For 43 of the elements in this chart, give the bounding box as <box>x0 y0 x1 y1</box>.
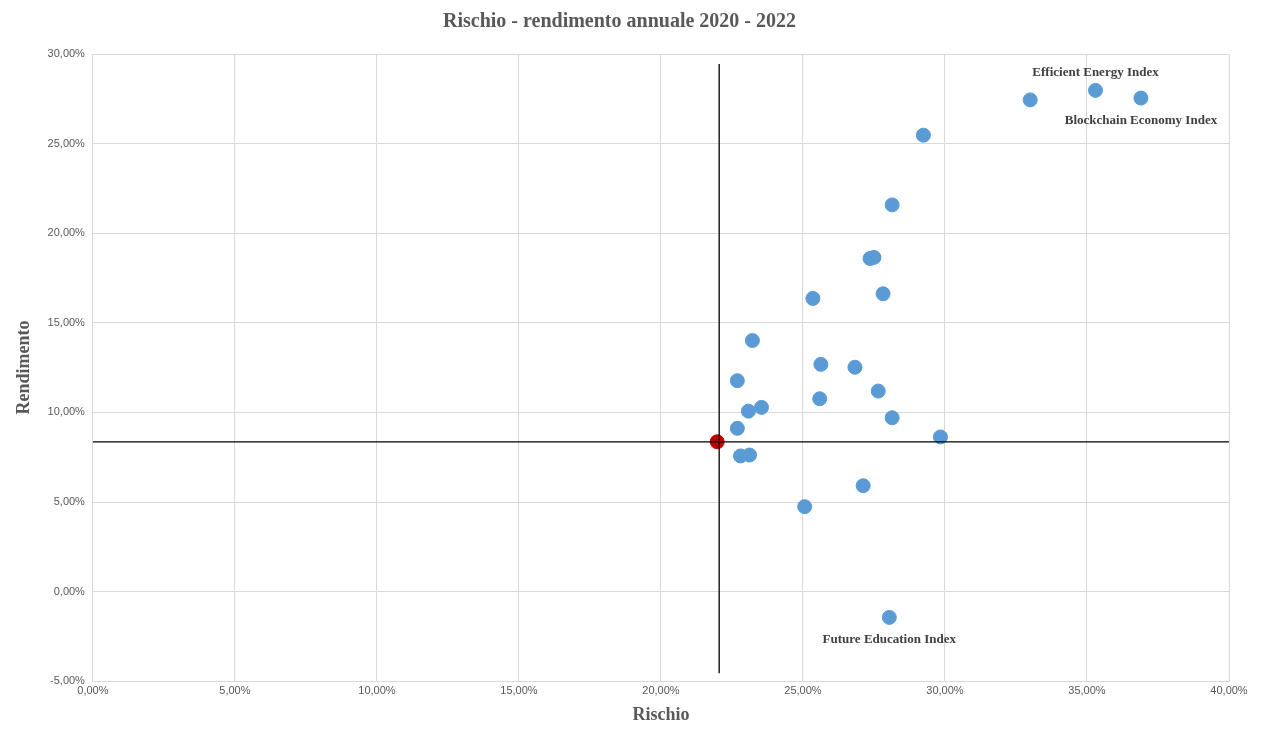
y-tick-label: 30,00% <box>47 47 86 60</box>
point <box>855 478 871 494</box>
x-tick-label: 15,00% <box>500 683 538 696</box>
y-tick-label: 25,00% <box>47 136 86 149</box>
y-tick-label: 10,00% <box>47 405 86 418</box>
annotation: Blockchain Economy Index <box>1064 112 1218 128</box>
point <box>932 429 948 445</box>
annotation: Efficient Energy Index <box>1032 64 1160 80</box>
point <box>744 333 760 349</box>
y-tick-label: 15,00% <box>47 315 86 328</box>
point <box>1088 82 1104 98</box>
x-tick-label: 20,00% <box>642 683 680 696</box>
point <box>729 373 745 389</box>
point <box>797 499 813 515</box>
y-tick-label: 20,00% <box>47 226 86 239</box>
x-tick-label: 40,00% <box>1210 683 1248 696</box>
point <box>870 383 886 399</box>
point <box>742 447 758 463</box>
point <box>881 609 897 625</box>
point <box>1133 90 1149 106</box>
chart-title: Rischio - rendimento annuale 2020 - 2022 <box>443 9 796 32</box>
point <box>754 399 769 415</box>
point <box>884 410 900 426</box>
point <box>847 359 863 375</box>
x-tick-label: 25,00% <box>784 683 822 696</box>
y-axis-title: Rendimento <box>13 320 34 415</box>
x-tick-label: 35,00% <box>1068 683 1106 696</box>
annotation: Future Education Index <box>822 631 957 647</box>
point <box>729 420 745 436</box>
point <box>875 286 891 302</box>
point <box>812 391 828 407</box>
y-tick-label: 5,00% <box>53 495 86 508</box>
x-axis-title: Rischio <box>632 703 690 724</box>
y-tick-label: 0,00% <box>53 584 86 597</box>
x-tick-label: 30,00% <box>926 683 964 696</box>
point <box>805 290 821 306</box>
point <box>915 127 931 143</box>
x-tick-label: 5,00% <box>219 683 251 696</box>
point <box>813 356 829 372</box>
point <box>884 197 900 213</box>
point <box>1022 92 1038 108</box>
point <box>740 403 756 419</box>
x-tick-label: 10,00% <box>358 683 396 696</box>
